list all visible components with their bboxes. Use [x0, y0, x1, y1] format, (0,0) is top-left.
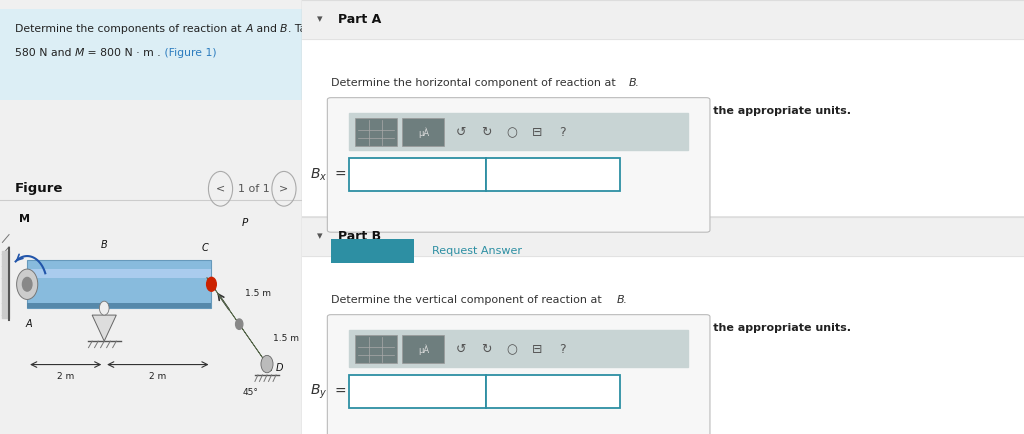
Text: ?: ? [559, 126, 565, 139]
Text: Express your answer to three significant figures and include the appropriate uni: Express your answer to three significant… [331, 323, 851, 333]
Text: 1 of 1: 1 of 1 [238, 184, 269, 194]
Circle shape [207, 277, 216, 291]
Text: μÀ: μÀ [418, 344, 429, 355]
FancyBboxPatch shape [328, 98, 710, 232]
Text: A: A [26, 319, 32, 329]
Polygon shape [207, 277, 266, 363]
Text: Determine the horizontal component of reaction at: Determine the horizontal component of re… [331, 78, 620, 88]
Text: P: P [347, 24, 354, 34]
FancyBboxPatch shape [354, 335, 397, 363]
Text: Figure: Figure [15, 182, 63, 195]
Text: ⊟: ⊟ [531, 126, 542, 139]
Text: .: . [623, 295, 627, 305]
Text: =: = [354, 24, 367, 34]
Text: μÀ: μÀ [418, 127, 429, 138]
Text: ↺: ↺ [456, 126, 466, 139]
Bar [0, 9, 302, 100]
Text: P: P [242, 218, 248, 228]
Text: Part A: Part A [338, 13, 381, 26]
Text: Part B: Part B [338, 230, 381, 243]
Bar [486, 375, 620, 408]
Text: ○: ○ [506, 126, 517, 139]
Bar [302, 217, 1024, 256]
Text: ↺: ↺ [456, 343, 466, 356]
Text: <: < [216, 184, 225, 194]
Bar [349, 375, 486, 408]
Text: $B_x$: $B_x$ [310, 167, 328, 183]
Polygon shape [207, 277, 271, 371]
Text: M: M [75, 48, 84, 58]
Bar [349, 113, 688, 150]
Text: D: D [276, 363, 284, 373]
Text: B: B [281, 24, 288, 34]
Bar [302, 0, 1024, 39]
Text: = 800 N · m .: = 800 N · m . [84, 48, 161, 58]
Text: ▾: ▾ [317, 14, 323, 25]
Text: and: and [253, 24, 281, 34]
Text: Express your answer to three significant figures and include the appropriate uni: Express your answer to three significant… [331, 106, 851, 116]
FancyBboxPatch shape [401, 335, 444, 363]
Text: A: A [245, 24, 253, 34]
Bar [486, 158, 620, 191]
Text: 2 m: 2 m [150, 372, 167, 381]
Text: ↻: ↻ [481, 343, 492, 356]
Text: $B_y$: $B_y$ [310, 382, 328, 401]
FancyBboxPatch shape [401, 118, 444, 146]
Text: Value: Value [400, 385, 435, 398]
Text: Request Answer: Request Answer [432, 246, 522, 256]
Text: 1.5 m: 1.5 m [245, 289, 271, 298]
Text: . Take that: . Take that [288, 24, 347, 34]
Bar [28, 269, 211, 278]
Bar [28, 260, 211, 308]
Text: ▾: ▾ [317, 231, 323, 242]
Text: ⊟: ⊟ [531, 343, 542, 356]
FancyBboxPatch shape [328, 315, 710, 434]
Text: B: B [616, 295, 625, 305]
Text: Determine the vertical component of reaction at: Determine the vertical component of reac… [331, 295, 605, 305]
Text: 2 m: 2 m [57, 372, 75, 381]
Bar [331, 239, 414, 263]
FancyBboxPatch shape [354, 118, 397, 146]
Text: =: = [335, 385, 346, 399]
Text: B: B [629, 78, 636, 88]
Text: Determine the components of reaction at: Determine the components of reaction at [15, 24, 245, 34]
Text: >: > [280, 184, 289, 194]
Text: ↻: ↻ [481, 126, 492, 139]
Text: ?: ? [559, 343, 565, 356]
Text: (Figure 1): (Figure 1) [161, 48, 217, 58]
Circle shape [23, 277, 32, 291]
Bar [28, 303, 211, 308]
Polygon shape [92, 315, 117, 341]
Text: Units: Units [536, 168, 567, 181]
Text: M: M [18, 214, 30, 224]
Text: =: = [335, 168, 346, 182]
Text: C: C [202, 243, 209, 253]
Text: 580 N and: 580 N and [15, 48, 75, 58]
Text: B: B [100, 240, 108, 250]
Text: Units: Units [536, 385, 567, 398]
Bar [349, 330, 688, 367]
Circle shape [261, 355, 273, 373]
Text: ○: ○ [506, 343, 517, 356]
Text: .: . [635, 78, 638, 88]
Text: 1.5 m: 1.5 m [272, 335, 299, 343]
Circle shape [236, 319, 243, 329]
Circle shape [99, 301, 109, 315]
Text: 45°: 45° [243, 388, 258, 397]
Circle shape [16, 269, 38, 299]
Text: Submit: Submit [350, 246, 394, 256]
Text: Value: Value [400, 168, 435, 181]
Bar [349, 158, 486, 191]
